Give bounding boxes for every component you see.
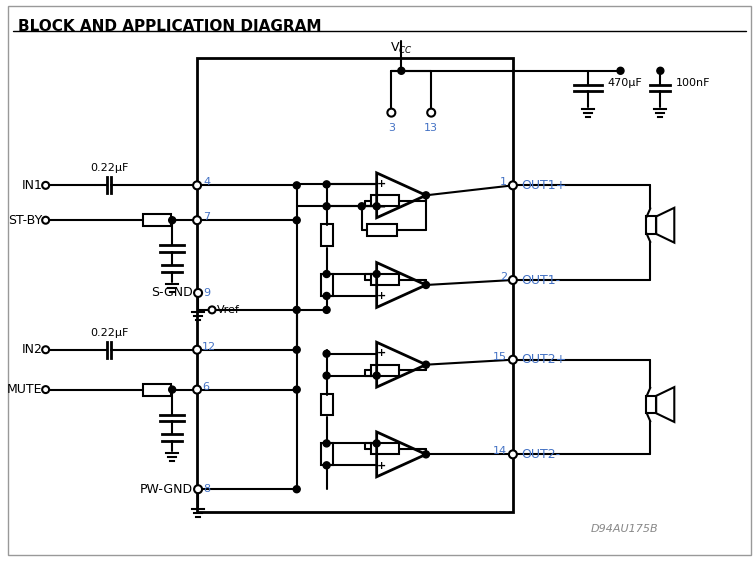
- Text: −: −: [376, 436, 386, 450]
- Text: BLOCK AND APPLICATION DIAGRAM: BLOCK AND APPLICATION DIAGRAM: [17, 19, 321, 34]
- Circle shape: [193, 216, 201, 224]
- Text: 6: 6: [202, 381, 209, 392]
- Circle shape: [42, 346, 49, 353]
- Text: OUT2-: OUT2-: [521, 448, 560, 461]
- Circle shape: [323, 270, 330, 278]
- Circle shape: [423, 282, 429, 288]
- Circle shape: [193, 181, 201, 190]
- Circle shape: [42, 217, 49, 224]
- Circle shape: [293, 217, 300, 224]
- Text: 3: 3: [388, 123, 395, 132]
- Circle shape: [323, 203, 330, 210]
- Bar: [321, 443, 333, 465]
- Circle shape: [42, 182, 49, 189]
- Circle shape: [427, 109, 435, 117]
- Circle shape: [373, 203, 380, 210]
- Circle shape: [373, 440, 380, 447]
- Circle shape: [323, 306, 330, 314]
- Text: 13: 13: [424, 123, 438, 132]
- Circle shape: [293, 182, 300, 189]
- Circle shape: [423, 192, 429, 199]
- Bar: [321, 224, 333, 246]
- Circle shape: [423, 361, 429, 368]
- Circle shape: [323, 181, 330, 188]
- Circle shape: [657, 67, 664, 74]
- Bar: [646, 217, 656, 234]
- Circle shape: [293, 486, 300, 493]
- Text: 1: 1: [500, 177, 507, 187]
- Bar: [321, 274, 333, 296]
- Text: 100nF: 100nF: [677, 78, 711, 88]
- Circle shape: [373, 372, 380, 379]
- Bar: [370, 274, 398, 285]
- Circle shape: [387, 109, 395, 117]
- Circle shape: [293, 306, 300, 314]
- Bar: [370, 443, 398, 454]
- Text: 14: 14: [493, 447, 507, 457]
- Text: 0.22μF: 0.22μF: [90, 163, 129, 173]
- Bar: [197, 58, 513, 512]
- Text: OUT2+: OUT2+: [521, 353, 566, 366]
- Circle shape: [194, 289, 202, 297]
- Text: +: +: [376, 348, 386, 358]
- Text: ST-BY: ST-BY: [8, 214, 42, 227]
- Text: 12: 12: [202, 342, 216, 352]
- Circle shape: [193, 385, 201, 394]
- Circle shape: [169, 217, 175, 224]
- Circle shape: [209, 306, 215, 314]
- Circle shape: [509, 450, 517, 458]
- Text: +: +: [376, 461, 386, 471]
- Circle shape: [194, 485, 202, 493]
- Text: −: −: [376, 267, 386, 280]
- Circle shape: [509, 356, 517, 364]
- Text: +: +: [376, 291, 386, 301]
- Circle shape: [509, 181, 517, 190]
- Text: 9: 9: [203, 288, 210, 298]
- Circle shape: [293, 386, 300, 393]
- Text: S-GND: S-GND: [151, 287, 193, 300]
- Bar: [370, 195, 398, 206]
- Text: D94AU175B: D94AU175B: [590, 524, 658, 534]
- Circle shape: [323, 292, 330, 300]
- Text: 4: 4: [203, 177, 210, 187]
- Bar: [144, 384, 171, 396]
- Text: V$_{CC}$: V$_{CC}$: [390, 41, 413, 56]
- Circle shape: [617, 67, 624, 74]
- Text: PW-GND: PW-GND: [140, 482, 193, 496]
- Circle shape: [323, 350, 330, 357]
- Circle shape: [169, 386, 175, 393]
- Circle shape: [323, 440, 330, 447]
- Bar: [370, 365, 398, 376]
- Circle shape: [509, 276, 517, 284]
- Text: IN1: IN1: [22, 179, 42, 192]
- Text: OUT1-: OUT1-: [521, 274, 560, 287]
- Bar: [646, 396, 656, 413]
- Text: 470μF: 470μF: [608, 78, 643, 88]
- Circle shape: [293, 346, 300, 353]
- Bar: [321, 394, 333, 416]
- Text: MUTE: MUTE: [7, 383, 42, 396]
- Text: OUT1+: OUT1+: [521, 179, 566, 192]
- Text: 15: 15: [493, 352, 507, 362]
- Circle shape: [193, 346, 201, 354]
- Text: 0.22μF: 0.22μF: [90, 328, 129, 338]
- Text: −: −: [376, 369, 386, 383]
- Bar: [367, 224, 397, 236]
- Bar: [144, 214, 171, 226]
- Circle shape: [42, 386, 49, 393]
- Text: 7: 7: [203, 212, 210, 222]
- Circle shape: [358, 203, 365, 210]
- Text: IN2: IN2: [22, 343, 42, 356]
- Text: −: −: [376, 200, 386, 213]
- Text: 8: 8: [203, 484, 210, 494]
- Circle shape: [373, 270, 380, 278]
- Circle shape: [398, 67, 404, 74]
- Circle shape: [323, 462, 330, 469]
- Text: 2: 2: [500, 272, 507, 282]
- Circle shape: [423, 451, 429, 458]
- Circle shape: [323, 372, 330, 379]
- Text: +: +: [376, 179, 386, 189]
- Text: Vref: Vref: [217, 305, 240, 315]
